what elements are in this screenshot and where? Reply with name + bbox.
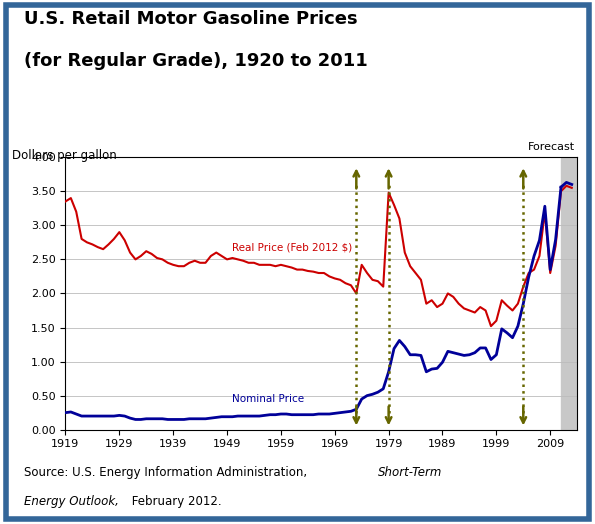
- Text: U.S. Retail Motor Gasoline Prices: U.S. Retail Motor Gasoline Prices: [24, 10, 358, 28]
- Text: (for Regular Grade), 1920 to 2011: (for Regular Grade), 1920 to 2011: [24, 52, 368, 70]
- Text: Source: U.S. Energy Information Administration,: Source: U.S. Energy Information Administ…: [24, 466, 311, 479]
- Text: Energy Outlook,: Energy Outlook,: [24, 495, 118, 508]
- Text: February 2012.: February 2012.: [128, 495, 221, 508]
- Text: Dollars per gallon: Dollars per gallon: [12, 149, 117, 162]
- Bar: [561, 157, 577, 430]
- Text: Nominal Price: Nominal Price: [233, 394, 305, 404]
- Text: Forecast: Forecast: [527, 142, 575, 152]
- Text: Short-Term: Short-Term: [378, 466, 442, 479]
- Text: Real Price (Feb 2012 $): Real Price (Feb 2012 $): [233, 243, 353, 253]
